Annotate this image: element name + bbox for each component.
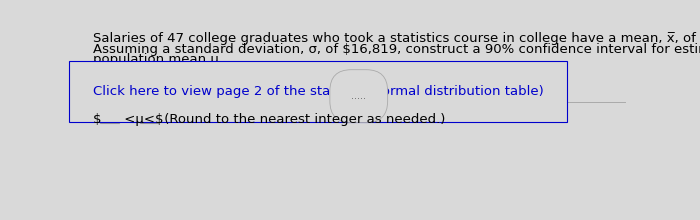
Text: Click here to view a t distribution table.: Click here to view a t distribution tabl… — [93, 63, 356, 76]
Text: population mean μ.: population mean μ. — [93, 53, 223, 66]
Text: Salaries of 47 college graduates who took a statistics course in college have a : Salaries of 47 college graduates who too… — [93, 32, 700, 45]
Text: Click here to view page 2 of the standard normal distribution table): Click here to view page 2 of the standar… — [93, 85, 544, 98]
FancyBboxPatch shape — [140, 113, 158, 123]
Text: Assuming a standard deviation, σ, of $16,819, construct a 90% confidence interva: Assuming a standard deviation, σ, of $16… — [93, 43, 700, 56]
FancyBboxPatch shape — [100, 113, 118, 123]
Text: <μ<$: <μ<$ — [120, 114, 164, 126]
Text: $: $ — [93, 114, 102, 126]
Text: (Round to the nearest integer as needed.): (Round to the nearest integer as needed.… — [160, 114, 445, 126]
Text: .....: ..... — [351, 91, 366, 101]
Text: Click here to view page 1 of the standard normal distribution table.: Click here to view page 1 of the standar… — [93, 74, 542, 87]
